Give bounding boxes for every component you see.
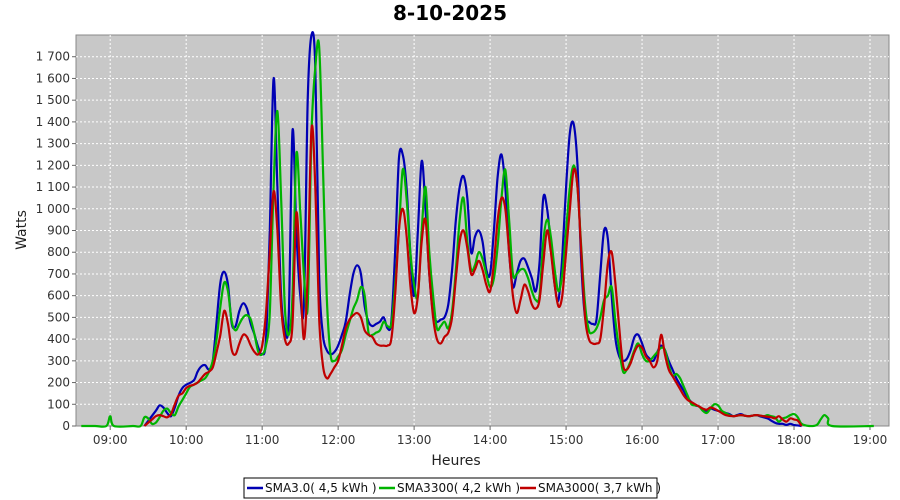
chart-title: 8-10-2025 <box>393 1 507 25</box>
x-axis-label: Heures <box>431 453 480 469</box>
x-tick-label: 15:00 <box>549 433 584 447</box>
y-tick-label: 1 400 <box>36 115 70 129</box>
x-tick-label: 18:00 <box>777 433 812 447</box>
y-tick-label: 1 700 <box>36 50 70 64</box>
legend-item-2: SMA3300( 4,2 kWh ) <box>397 481 520 495</box>
y-tick-label: 700 <box>47 267 70 281</box>
x-tick-label: 11:00 <box>245 433 280 447</box>
y-tick-label: 1 000 <box>36 202 70 216</box>
legend-box <box>243 477 658 499</box>
y-tick-label: 1 200 <box>36 158 70 172</box>
y-tick-label: 400 <box>47 332 70 346</box>
x-tick-label: 17:00 <box>701 433 736 447</box>
series-line-3 <box>143 124 803 427</box>
x-tick-label: 19:00 <box>853 433 888 447</box>
x-tick-label: 12:00 <box>321 433 356 447</box>
x-tick-label: 13:00 <box>397 433 432 447</box>
x-axis: 09:00 10:00 11:00 12:00 13:00 14:00 15:00 16:00… <box>93 426 887 447</box>
y-tick-label: 600 <box>47 289 70 303</box>
series-lines <box>81 31 874 428</box>
x-tick-label: 10:00 <box>169 433 204 447</box>
x-tick-label: 09:00 <box>93 433 128 447</box>
x-tick-label: 16:00 <box>625 433 660 447</box>
y-tick-label: 1 300 <box>36 137 70 151</box>
y-axis-label: Watts <box>14 210 30 250</box>
legend: SMA3.0( 4,5 kWh ) SMA3300( 4,2 kWh ) SMA30… <box>243 477 661 499</box>
y-tick-label: 300 <box>47 354 70 368</box>
legend-item-1: SMA3.0( 4,5 kWh ) <box>265 481 377 495</box>
x-tick-label: 14:00 <box>473 433 508 447</box>
y-tick-label: 200 <box>47 376 70 390</box>
y-tick-label: 100 <box>47 397 70 411</box>
y-axis: 0 100 200 300 400 500 600 700 800 900 1 000 1 100 1 … <box>36 50 76 433</box>
y-tick-label: 800 <box>47 245 70 259</box>
y-tick-label: 900 <box>47 224 70 238</box>
y-tick-label: 0 <box>62 419 70 433</box>
legend-item-3: SMA3000( 3,7 kWh ) <box>538 481 661 495</box>
series-line-1 <box>143 31 802 428</box>
y-tick-label: 1 500 <box>36 93 70 107</box>
y-tick-label: 1 600 <box>36 71 70 85</box>
y-tick-label: 500 <box>47 310 70 324</box>
y-tick-label: 1 100 <box>36 180 70 194</box>
